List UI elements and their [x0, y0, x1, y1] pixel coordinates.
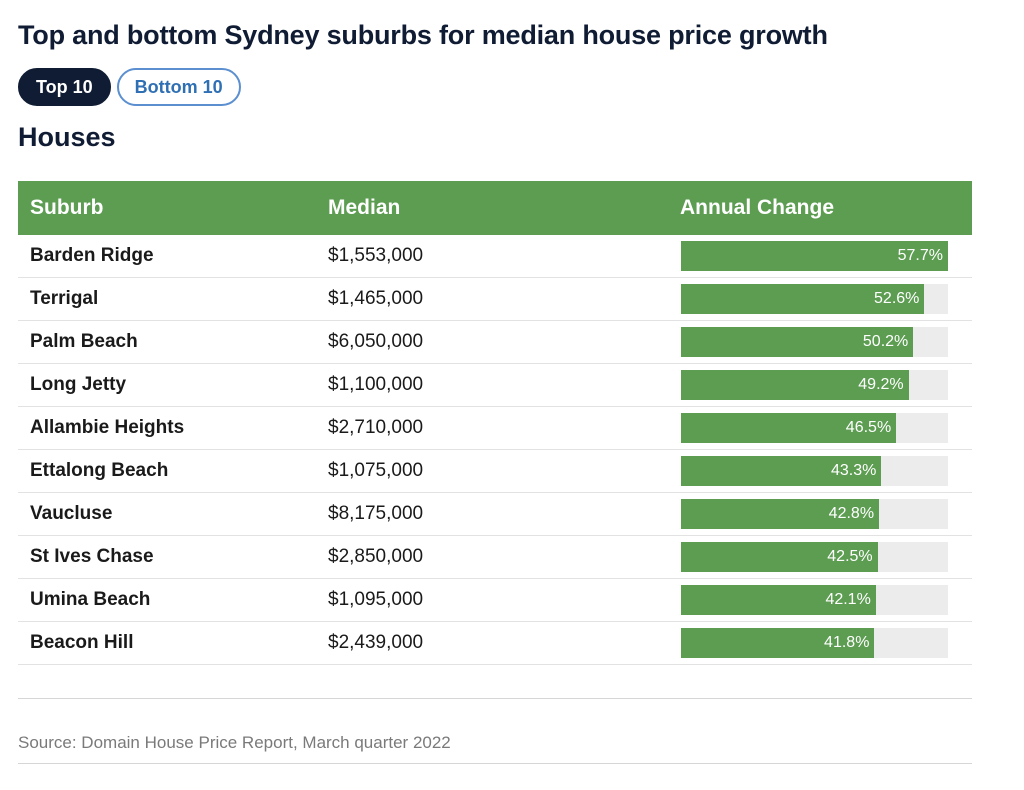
median-price: $2,850,000 — [328, 546, 424, 567]
bar-track: 41.8% — [681, 628, 948, 658]
bar-track: 49.2% — [681, 370, 948, 400]
section-subtitle: Houses — [18, 122, 116, 152]
annual-change-label: 52.6% — [874, 290, 920, 307]
annual-change-label: 41.8% — [824, 634, 870, 651]
table-row: Umina Beach $1,095,000 42.1% — [18, 579, 972, 622]
bar-track: 43.3% — [681, 456, 948, 486]
annual-change-label: 50.2% — [862, 333, 909, 350]
annual-change-label: 42.8% — [828, 505, 875, 522]
table-row: Beacon Hill $2,439,000 41.8% — [18, 622, 972, 665]
table-row: Barden Ridge $1,553,000 57.7% — [18, 235, 972, 278]
table-row: Palm Beach $6,050,000 50.2% — [18, 321, 972, 364]
suburb-name: Umina Beach — [30, 589, 151, 610]
bar-track: 42.5% — [681, 542, 948, 572]
annual-change-bar: 42.5% — [681, 542, 878, 572]
table-row: Ettalong Beach $1,075,000 43.3% — [18, 450, 972, 493]
divider-top — [18, 698, 972, 699]
annual-change-bar: 41.8% — [681, 628, 875, 658]
suburb-name: Vaucluse — [30, 503, 113, 524]
suburb-name: St Ives Chase — [30, 546, 154, 567]
median-price: $1,100,000 — [328, 374, 424, 395]
table-body: Barden Ridge $1,553,000 57.7% Terrigal $1,46… — [18, 235, 972, 665]
suburb-name: Long Jetty — [30, 374, 127, 395]
median-price: $1,075,000 — [328, 460, 424, 481]
median-price: $1,095,000 — [328, 589, 424, 610]
annual-change-label: 46.5% — [845, 419, 892, 436]
annual-change-label: 57.7% — [897, 247, 943, 264]
annual-change-bar: 42.8% — [681, 499, 880, 529]
median-price: $2,439,000 — [328, 632, 424, 653]
table-row: Vaucluse $8,175,000 42.8% — [18, 493, 972, 536]
bar-track: 42.8% — [681, 499, 948, 529]
bar-track: 42.1% — [681, 585, 948, 615]
annual-change-label: 42.5% — [827, 548, 873, 565]
annual-change-bar: 46.5% — [681, 413, 897, 443]
data-table: Suburb Median Annual Change Barden Ridge… — [18, 181, 972, 665]
header-median: Median — [328, 196, 401, 219]
tab-group: Top 10 Bottom 10 — [18, 68, 241, 106]
source-note: Source: Domain House Price Report, March… — [18, 733, 451, 752]
header-annual-change: Annual Change — [680, 196, 835, 219]
annual-change-label: 49.2% — [858, 376, 904, 393]
bar-track: 57.7% — [681, 241, 948, 271]
suburb-name: Beacon Hill — [30, 632, 134, 653]
suburb-name: Ettalong Beach — [30, 460, 169, 481]
annual-change-bar: 49.2% — [681, 370, 909, 400]
suburb-name: Allambie Heights — [30, 417, 185, 438]
annual-change-bar: 43.3% — [681, 456, 882, 486]
divider-bottom — [18, 763, 972, 764]
header-suburb: Suburb — [30, 196, 104, 219]
tab-bottom-10[interactable]: Bottom 10 — [116, 68, 241, 106]
annual-change-label: 43.3% — [830, 462, 877, 479]
table-row: Long Jetty $1,100,000 49.2% — [18, 364, 972, 407]
annual-change-bar: 42.1% — [681, 585, 876, 615]
tab-top-10[interactable]: Top 10 — [18, 68, 111, 106]
annual-change-bar: 52.6% — [681, 284, 925, 314]
median-price: $6,050,000 — [328, 331, 424, 352]
annual-change-label: 42.1% — [825, 591, 871, 608]
bar-track: 52.6% — [681, 284, 948, 314]
suburb-name: Barden Ridge — [30, 245, 154, 266]
median-price: $1,553,000 — [328, 245, 424, 266]
median-price: $1,465,000 — [328, 288, 424, 309]
table-row: St Ives Chase $2,850,000 42.5% — [18, 536, 972, 579]
bar-track: 50.2% — [681, 327, 948, 357]
bar-track: 46.5% — [681, 413, 948, 443]
annual-change-bar: 50.2% — [681, 327, 914, 357]
suburb-name: Terrigal — [30, 288, 99, 309]
annual-change-bar: 57.7% — [681, 241, 948, 271]
median-price: $2,710,000 — [328, 417, 424, 438]
table-header: Suburb Median Annual Change — [18, 181, 972, 235]
table-row: Terrigal $1,465,000 52.6% — [18, 278, 972, 321]
chart-title: Top and bottom Sydney suburbs for median… — [18, 20, 828, 50]
median-price: $8,175,000 — [328, 503, 424, 524]
table-row: Allambie Heights $2,710,000 46.5% — [18, 407, 972, 450]
suburb-name: Palm Beach — [30, 331, 138, 352]
